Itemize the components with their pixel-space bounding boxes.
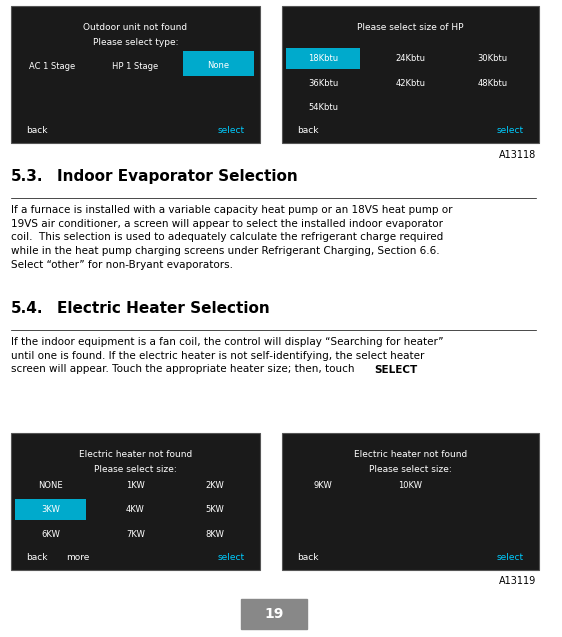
FancyBboxPatch shape	[241, 599, 306, 629]
FancyBboxPatch shape	[15, 499, 87, 520]
Text: If a furnace is installed with a variable capacity heat pump or an 18VS heat pum: If a furnace is installed with a variabl…	[11, 205, 452, 269]
Text: None: None	[207, 61, 229, 71]
Text: 7KW: 7KW	[126, 530, 145, 539]
Text: select: select	[218, 554, 245, 562]
Text: 5KW: 5KW	[206, 505, 225, 514]
FancyBboxPatch shape	[282, 433, 539, 570]
Text: Electric Heater Selection: Electric Heater Selection	[57, 301, 270, 316]
Text: NONE: NONE	[38, 481, 63, 490]
Text: 1KW: 1KW	[126, 481, 145, 490]
Text: If the indoor equipment is a fan coil, the control will display “Searching for h: If the indoor equipment is a fan coil, t…	[11, 337, 443, 374]
Text: 6KW: 6KW	[42, 530, 60, 539]
Text: 4KW: 4KW	[126, 505, 145, 514]
Text: 9KW: 9KW	[314, 481, 332, 490]
FancyBboxPatch shape	[282, 6, 539, 143]
Text: .: .	[405, 365, 408, 375]
FancyBboxPatch shape	[11, 6, 260, 143]
FancyBboxPatch shape	[183, 51, 254, 76]
Text: SELECT: SELECT	[374, 365, 417, 375]
Text: 10KW: 10KW	[398, 481, 423, 490]
Text: A13119: A13119	[499, 576, 536, 587]
Text: select: select	[497, 127, 524, 136]
Text: select: select	[218, 127, 245, 136]
Text: Outdoor unit not found: Outdoor unit not found	[83, 23, 188, 32]
Text: Please select size:: Please select size:	[369, 464, 452, 474]
Text: 18Kbtu: 18Kbtu	[308, 54, 338, 63]
Text: back: back	[26, 554, 47, 562]
Text: 3KW: 3KW	[42, 505, 60, 514]
Text: back: back	[297, 554, 319, 562]
Text: Please select type:: Please select type:	[93, 38, 178, 47]
Text: 8KW: 8KW	[206, 530, 225, 539]
Text: more: more	[66, 554, 89, 562]
Text: select: select	[497, 554, 524, 562]
Text: A13118: A13118	[499, 150, 536, 160]
Text: 48Kbtu: 48Kbtu	[478, 78, 508, 87]
FancyBboxPatch shape	[286, 48, 360, 69]
Text: 19: 19	[264, 607, 283, 621]
Text: 5.3.: 5.3.	[11, 169, 43, 184]
Text: 24Kbtu: 24Kbtu	[396, 54, 425, 63]
Text: Please select size:: Please select size:	[94, 464, 177, 474]
Text: back: back	[26, 127, 47, 136]
Text: Please select size of HP: Please select size of HP	[357, 23, 464, 32]
Text: 30Kbtu: 30Kbtu	[478, 54, 508, 63]
Text: Indoor Evaporator Selection: Indoor Evaporator Selection	[57, 169, 298, 184]
Text: back: back	[297, 127, 319, 136]
Text: 2KW: 2KW	[206, 481, 225, 490]
Text: Electric heater not found: Electric heater not found	[79, 450, 192, 459]
FancyBboxPatch shape	[11, 433, 260, 570]
Text: Electric heater not found: Electric heater not found	[354, 450, 467, 459]
Text: 36Kbtu: 36Kbtu	[308, 78, 338, 87]
Text: 5.4.: 5.4.	[11, 301, 43, 316]
Text: AC 1 Stage: AC 1 Stage	[29, 62, 75, 71]
Text: 54Kbtu: 54Kbtu	[308, 103, 338, 112]
Text: HP 1 Stage: HP 1 Stage	[112, 62, 158, 71]
Text: 42Kbtu: 42Kbtu	[396, 78, 425, 87]
